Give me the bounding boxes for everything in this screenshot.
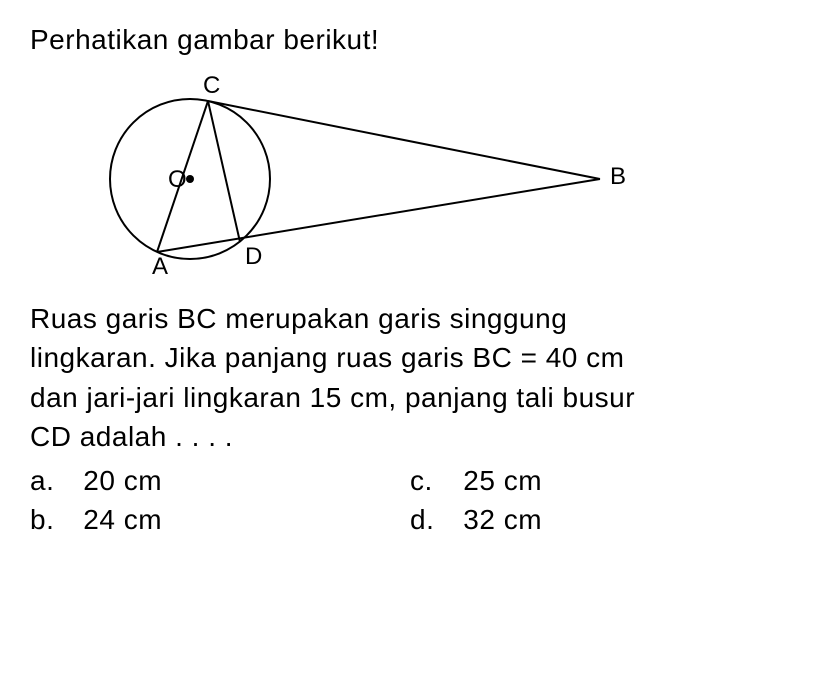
label-O: O: [168, 166, 187, 193]
line-CD: [208, 101, 240, 242]
line-CB: [208, 101, 600, 179]
option-d: d. 32 cm: [410, 500, 542, 539]
diagram-svg: C B A D O: [90, 69, 650, 289]
option-d-label: d.: [410, 500, 455, 539]
line-AB: [157, 179, 600, 252]
label-A: A: [152, 253, 168, 280]
problem-intro: Perhatikan gambar berikut!: [30, 20, 810, 59]
option-a-value: 20 cm: [83, 465, 162, 496]
option-a-label: a.: [30, 461, 75, 500]
option-row-1: a. 20 cm c. 25 cm: [30, 461, 810, 500]
center-dot: [186, 175, 194, 183]
options-container: a. 20 cm c. 25 cm b. 24 cm d. 32 cm: [30, 461, 810, 539]
option-b: b. 24 cm: [30, 500, 410, 539]
label-B: B: [610, 163, 626, 190]
option-c-value: 25 cm: [463, 465, 542, 496]
option-a: a. 20 cm: [30, 461, 410, 500]
option-row-2: b. 24 cm d. 32 cm: [30, 500, 810, 539]
option-d-value: 32 cm: [463, 504, 542, 535]
option-b-value: 24 cm: [83, 504, 162, 535]
option-c-label: c.: [410, 461, 455, 500]
problem-body-3: dan jari-jari lingkaran 15 cm, panjang t…: [30, 378, 810, 417]
option-b-label: b.: [30, 500, 75, 539]
option-c: c. 25 cm: [410, 461, 542, 500]
problem-body-1: Ruas garis BC merupakan garis singgung: [30, 299, 810, 338]
label-C: C: [203, 72, 220, 99]
problem-body-4: CD adalah . . . .: [30, 417, 810, 456]
problem-body-2: lingkaran. Jika panjang ruas garis BC = …: [30, 338, 810, 377]
label-D: D: [245, 243, 262, 270]
geometry-diagram: C B A D O: [90, 69, 650, 289]
